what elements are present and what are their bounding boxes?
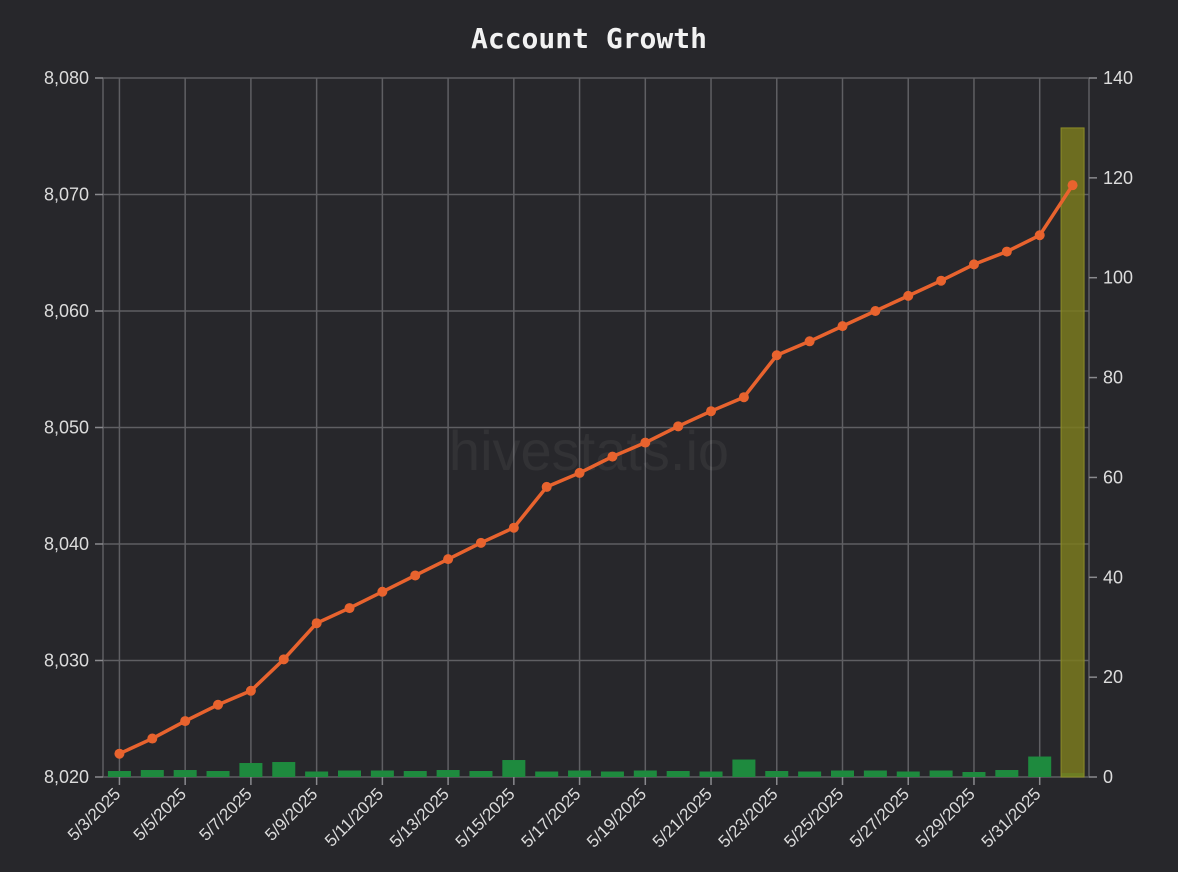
y-right-tick-label: 80 bbox=[1103, 368, 1123, 388]
y-right-tick-label: 60 bbox=[1103, 467, 1123, 487]
x-tick-label: 5/17/2025 bbox=[517, 784, 584, 851]
account-count-point bbox=[410, 570, 421, 581]
account-count-point bbox=[508, 522, 519, 533]
account-count-point bbox=[541, 481, 552, 492]
account-count-point bbox=[344, 603, 355, 614]
y-right-tick-label: 40 bbox=[1103, 567, 1123, 587]
daily-bar bbox=[798, 771, 822, 777]
line-series bbox=[114, 180, 1078, 759]
account-count-point bbox=[607, 451, 618, 462]
daily-bar bbox=[502, 760, 526, 777]
account-count-point bbox=[870, 306, 881, 316]
y-right-tick-label: 0 bbox=[1103, 767, 1113, 787]
daily-bar bbox=[469, 771, 493, 777]
x-tick-label: 5/21/2025 bbox=[649, 784, 716, 851]
y-right-tick-label: 100 bbox=[1103, 268, 1133, 288]
account-count-point bbox=[640, 437, 651, 448]
account-count-point bbox=[1001, 246, 1012, 257]
daily-bar bbox=[600, 771, 624, 777]
daily-bar bbox=[305, 771, 329, 777]
account-count-point bbox=[804, 336, 815, 347]
account-count-point bbox=[903, 290, 914, 301]
x-tick-label: 5/31/2025 bbox=[978, 784, 1045, 851]
x-tick-label: 5/11/2025 bbox=[321, 784, 387, 850]
y-right-tick-label: 20 bbox=[1103, 667, 1123, 687]
daily-bar bbox=[732, 759, 756, 777]
x-tick-label: 5/15/2025 bbox=[452, 784, 519, 851]
daily-bar bbox=[830, 770, 855, 777]
y-right-tick-label: 120 bbox=[1103, 168, 1133, 188]
y-left-tick-label: 8,050 bbox=[44, 418, 89, 438]
daily-bar bbox=[436, 770, 460, 777]
x-tick-label: 5/13/2025 bbox=[386, 784, 453, 851]
x-tick-label: 5/3/2025 bbox=[64, 784, 124, 844]
account-count-point bbox=[475, 537, 486, 548]
x-tick-label: 5/29/2025 bbox=[912, 784, 979, 851]
y-left-tick-label: 8,070 bbox=[44, 185, 89, 205]
account-count-point bbox=[443, 554, 454, 565]
x-tick-label: 5/5/2025 bbox=[130, 784, 190, 844]
daily-bar bbox=[239, 763, 263, 777]
daily-bar bbox=[206, 771, 230, 777]
daily-bar bbox=[896, 771, 920, 777]
bars bbox=[107, 127, 1085, 778]
x-tick-label: 5/9/2025 bbox=[261, 784, 321, 844]
account-count-point bbox=[147, 733, 158, 744]
account-count-point bbox=[245, 685, 256, 696]
account-count-point bbox=[706, 406, 717, 417]
daily-bar bbox=[272, 762, 296, 777]
account-count-point bbox=[837, 321, 848, 332]
account-count-point bbox=[377, 586, 388, 597]
daily-bar bbox=[863, 770, 887, 777]
account-count-point bbox=[114, 748, 125, 759]
x-tick-label: 5/23/2025 bbox=[715, 784, 782, 851]
daily-bar bbox=[699, 771, 723, 777]
account-count-point bbox=[1034, 230, 1045, 241]
account-count-point bbox=[968, 259, 979, 270]
daily-bar bbox=[929, 770, 953, 777]
x-tick-label: 5/27/2025 bbox=[846, 784, 913, 851]
highlight-bar bbox=[1060, 127, 1085, 778]
daily-bar bbox=[140, 770, 164, 777]
x-tick-label: 5/19/2025 bbox=[583, 784, 650, 851]
chart-title: Account Growth bbox=[471, 22, 707, 55]
account-count-point bbox=[180, 716, 191, 727]
account-count-point bbox=[213, 699, 224, 710]
y-right-tick-label: 140 bbox=[1103, 68, 1133, 88]
watermark: hivestats.io bbox=[449, 419, 729, 482]
account-count-point bbox=[278, 654, 289, 665]
daily-bar bbox=[370, 770, 394, 777]
daily-bar bbox=[765, 771, 789, 777]
daily-bar bbox=[173, 770, 197, 777]
daily-bar bbox=[337, 770, 362, 777]
account-count-point bbox=[673, 421, 684, 432]
daily-bar bbox=[633, 770, 657, 777]
daily-bar bbox=[535, 771, 559, 777]
account-count-point bbox=[311, 618, 322, 629]
daily-bar bbox=[107, 771, 131, 777]
account-count-point bbox=[738, 392, 749, 403]
x-tick-label: 5/25/2025 bbox=[780, 784, 847, 851]
account-count-point bbox=[574, 467, 585, 478]
daily-bar bbox=[962, 772, 986, 777]
daily-bar bbox=[1028, 756, 1052, 777]
y-left-tick-label: 8,060 bbox=[44, 301, 89, 321]
y-left-tick-label: 8,020 bbox=[44, 767, 89, 787]
account-count-line bbox=[117, 183, 1075, 756]
x-tick-label: 5/7/2025 bbox=[195, 784, 255, 844]
y-left-tick-label: 8,030 bbox=[44, 651, 89, 671]
y-left-tick-label: 8,080 bbox=[44, 68, 89, 88]
daily-bar bbox=[666, 771, 690, 777]
daily-bar bbox=[403, 771, 427, 777]
account-count-point bbox=[1067, 180, 1078, 191]
account-count-point bbox=[771, 350, 782, 361]
daily-bar bbox=[995, 770, 1019, 777]
y-left-tick-label: 8,040 bbox=[44, 534, 89, 554]
account-count-point bbox=[936, 275, 947, 286]
daily-bar bbox=[568, 770, 592, 777]
